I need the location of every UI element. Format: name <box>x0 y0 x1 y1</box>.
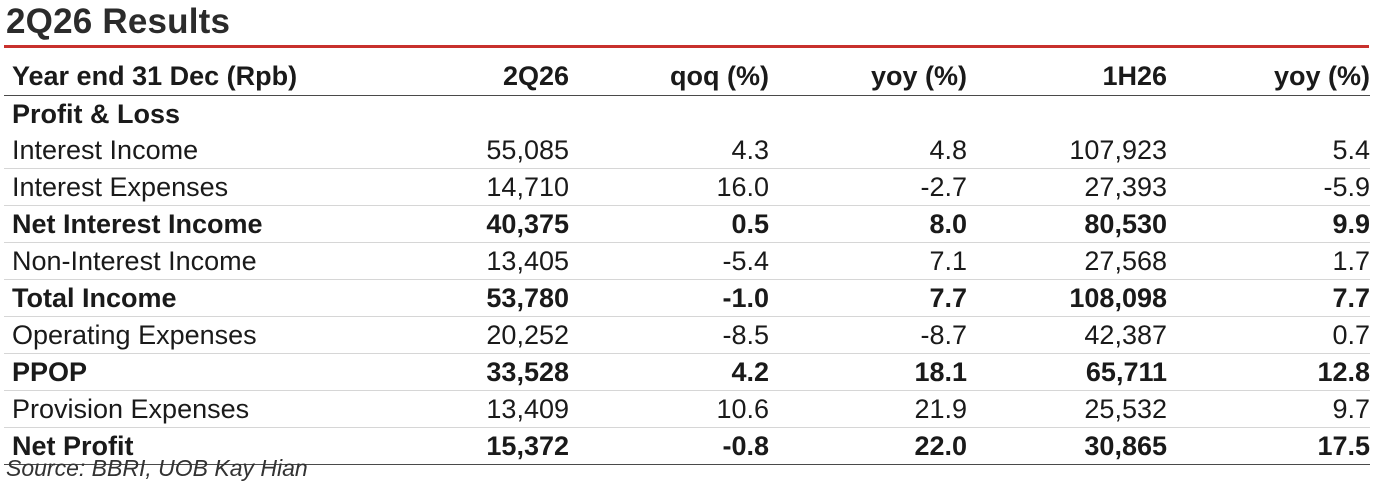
row-value: 20,252 <box>434 316 569 354</box>
row-value: 4.8 <box>769 132 967 169</box>
row-value: 107,923 <box>967 132 1167 169</box>
row-value: 15,372 <box>434 427 569 465</box>
row-value: 13,409 <box>434 390 569 428</box>
table-row: PPOP 33,528 4.2 18.1 65,711 12.8 <box>4 353 1370 391</box>
table-row: Net Profit 15,372 -0.8 22.0 30,865 17.5 <box>4 427 1370 465</box>
column-header-2q26: 2Q26 <box>434 57 569 96</box>
row-value: -5.9 <box>1167 168 1370 206</box>
row-value: 21.9 <box>769 390 967 428</box>
page-title: 2Q26 Results <box>6 2 231 41</box>
column-header-yoy: yoy (%) <box>769 57 967 96</box>
row-value: 18.1 <box>769 353 967 391</box>
row-value: 80,530 <box>967 205 1167 243</box>
row-label: Net Profit <box>4 427 434 465</box>
row-value: 16.0 <box>569 168 769 206</box>
row-label: Provision Expenses <box>4 390 434 428</box>
row-value: -2.7 <box>769 168 967 206</box>
row-label: PPOP <box>4 353 434 391</box>
table-row: Total Income 53,780 -1.0 7.7 108,098 7.7 <box>4 279 1370 317</box>
row-value: 7.1 <box>769 242 967 280</box>
table-row: Net Interest Income 40,375 0.5 8.0 80,530 9.9 <box>4 205 1370 243</box>
row-value: 1.7 <box>1167 242 1370 280</box>
row-value: 27,568 <box>967 242 1167 280</box>
table-row: Interest Income 55,085 4.3 4.8 107,923 5.4 <box>4 132 1370 169</box>
row-value: 10.6 <box>569 390 769 428</box>
table-header-row: Year end 31 Dec (Rpb) 2Q26 qoq (%) yoy (… <box>4 57 1370 96</box>
table-row: Interest Expenses 14,710 16.0 -2.7 27,393 -5.… <box>4 168 1370 206</box>
results-table: Year end 31 Dec (Rpb) 2Q26 qoq (%) yoy (… <box>4 57 1370 465</box>
title-divider <box>4 45 1369 48</box>
row-label: Non-Interest Income <box>4 242 434 280</box>
row-label: Operating Expenses <box>4 316 434 354</box>
row-value: -8.5 <box>569 316 769 354</box>
row-value: 22.0 <box>769 427 967 465</box>
row-value: 5.4 <box>1167 132 1370 169</box>
row-value: -8.7 <box>769 316 967 354</box>
row-value: 27,393 <box>967 168 1167 206</box>
table-row: Non-Interest Income 13,405 -5.4 7.1 27,568 1.… <box>4 242 1370 280</box>
row-value: 7.7 <box>769 279 967 317</box>
row-value: 14,710 <box>434 168 569 206</box>
row-value: 12.8 <box>1167 353 1370 391</box>
row-value: 65,711 <box>967 353 1167 391</box>
row-value: 4.3 <box>569 132 769 169</box>
section-row: Profit & Loss <box>4 96 1370 133</box>
row-value: 40,375 <box>434 205 569 243</box>
row-value: 4.2 <box>569 353 769 391</box>
row-label: Interest Expenses <box>4 168 434 206</box>
row-value: 0.7 <box>1167 316 1370 354</box>
source-note: Source: BBRI, UOB Kay Hian <box>6 455 308 481</box>
column-header-1h-yoy: yoy (%) <box>1167 57 1370 96</box>
row-value: 13,405 <box>434 242 569 280</box>
row-value: -1.0 <box>569 279 769 317</box>
row-value: 53,780 <box>434 279 569 317</box>
row-label: Net Interest Income <box>4 205 434 243</box>
row-value: 9.9 <box>1167 205 1370 243</box>
column-header-label: Year end 31 Dec (Rpb) <box>4 57 434 96</box>
row-value: 7.7 <box>1167 279 1370 317</box>
row-label: Interest Income <box>4 132 434 169</box>
table-row: Operating Expenses 20,252 -8.5 -8.7 42,387 0.… <box>4 316 1370 354</box>
row-value: 0.5 <box>569 205 769 243</box>
row-value: 17.5 <box>1167 427 1370 465</box>
row-value: 25,532 <box>967 390 1167 428</box>
column-header-qoq: qoq (%) <box>569 57 769 96</box>
row-value: -0.8 <box>569 427 769 465</box>
column-header-1h26: 1H26 <box>967 57 1167 96</box>
row-value: 30,865 <box>967 427 1167 465</box>
row-label: Total Income <box>4 279 434 317</box>
row-value: 8.0 <box>769 205 967 243</box>
row-value: 42,387 <box>967 316 1167 354</box>
row-value: 9.7 <box>1167 390 1370 428</box>
row-value: 33,528 <box>434 353 569 391</box>
section-label: Profit & Loss <box>12 99 181 129</box>
row-value: 108,098 <box>967 279 1167 317</box>
table-row: Provision Expenses 13,409 10.6 21.9 25,532 9.… <box>4 390 1370 428</box>
row-value: -5.4 <box>569 242 769 280</box>
row-value: 55,085 <box>434 132 569 169</box>
